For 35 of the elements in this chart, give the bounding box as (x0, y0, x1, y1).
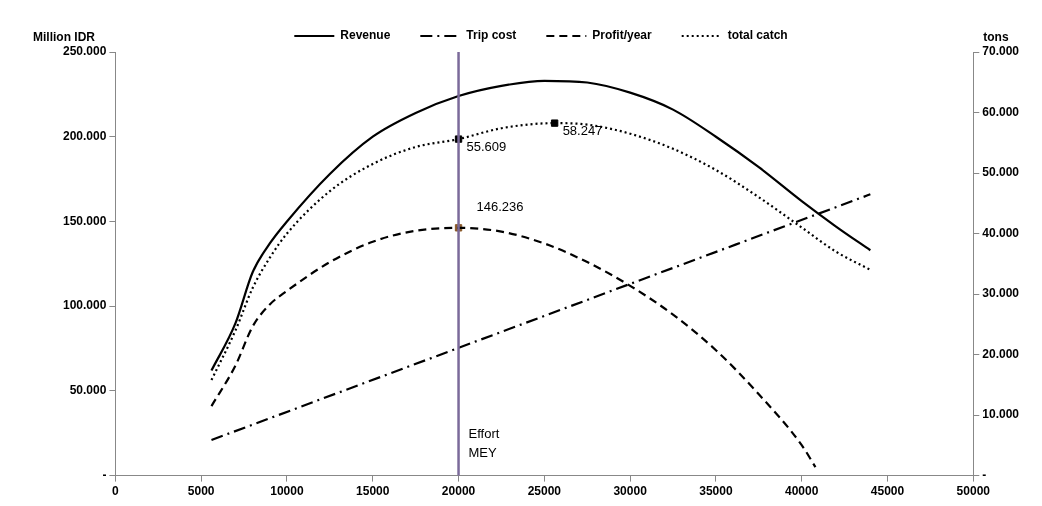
x-tick-label: 30000 (613, 484, 648, 499)
x-tick-label: 0 (112, 484, 120, 499)
y-tick-label: - (102, 467, 107, 482)
y2-tick-label: - (982, 467, 987, 482)
y2-tick-label: 40.000 (982, 225, 1020, 240)
ref-line-label: Effort MEY (468, 425, 500, 460)
x-tick-label: 5000 (187, 484, 215, 499)
y-tick-label: 200.000 (62, 129, 107, 144)
y2-tick-label: 20.000 (982, 346, 1020, 361)
x-tick-label: 40000 (785, 484, 819, 499)
y2-tick-label: 60.000 (982, 104, 1020, 119)
y-tick-label: 100.000 (62, 298, 107, 313)
legend-label: Revenue (340, 28, 391, 43)
y2-tick-label: 10.000 (982, 407, 1020, 422)
x-tick-label: 15000 (356, 484, 390, 499)
y-tick-label: 250.000 (62, 44, 107, 59)
y2-axis-title: tons (983, 30, 1009, 45)
legend-label: total catch (727, 28, 788, 43)
y-tick-label: 150.000 (62, 213, 107, 228)
x-tick-label: 45000 (870, 484, 905, 499)
data-label: 58.247 (562, 123, 603, 139)
legend-label: Trip cost (466, 28, 517, 43)
legend-label: Profit/year (592, 28, 653, 43)
x-tick-label: 20000 (441, 484, 476, 499)
y-tick-label: 50.000 (69, 383, 107, 398)
y2-tick-label: 70.000 (982, 44, 1020, 59)
data-label: 146.236 (476, 198, 524, 214)
x-tick-label: 10000 (270, 484, 304, 499)
data-label: 55.609 (466, 139, 507, 155)
x-tick-label: 50000 (956, 484, 991, 499)
y-axis-title: Million IDR (33, 30, 96, 45)
x-tick-label: 35000 (699, 484, 733, 499)
y2-tick-label: 30.000 (982, 286, 1020, 301)
y2-tick-label: 50.000 (982, 165, 1020, 180)
x-tick-label: 25000 (527, 484, 562, 499)
